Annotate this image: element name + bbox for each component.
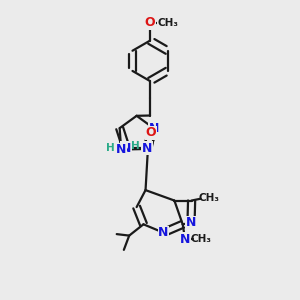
Text: N: N <box>121 142 131 154</box>
Text: N: N <box>116 143 126 156</box>
Text: O: O <box>145 16 155 29</box>
Text: N: N <box>180 233 190 246</box>
Text: CH₃: CH₃ <box>157 18 178 28</box>
Text: N: N <box>148 122 159 135</box>
Text: O: O <box>146 126 156 139</box>
Text: CH₃: CH₃ <box>190 234 211 244</box>
Text: N: N <box>186 216 196 229</box>
Text: N: N <box>158 226 169 239</box>
Text: CH₃: CH₃ <box>198 193 219 202</box>
Text: H: H <box>106 143 115 153</box>
Text: H: H <box>131 141 140 151</box>
Text: N: N <box>142 142 152 154</box>
